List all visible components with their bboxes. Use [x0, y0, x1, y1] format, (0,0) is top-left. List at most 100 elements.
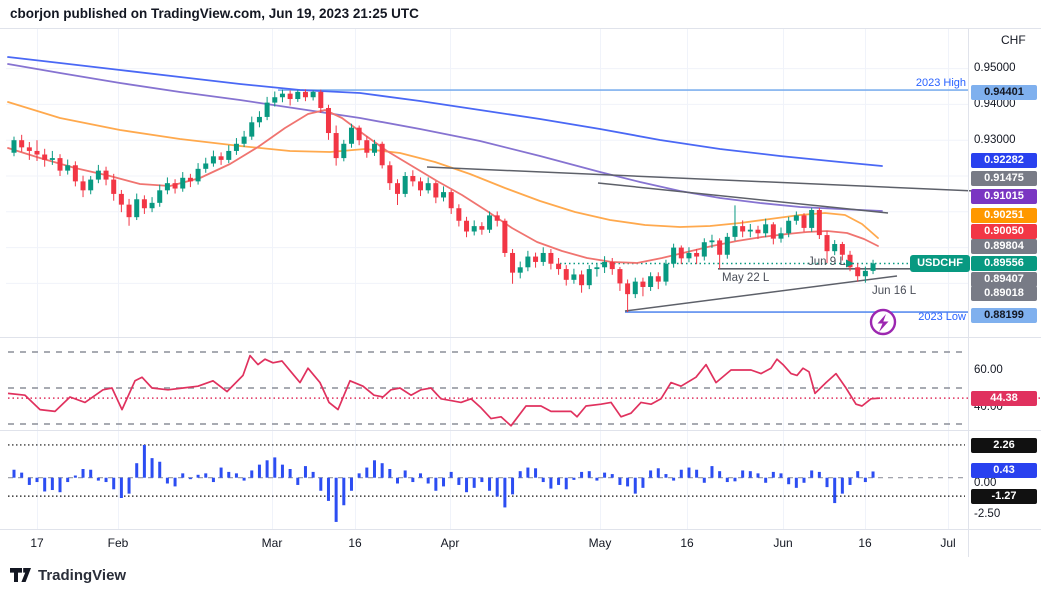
candle-body[interactable]: [42, 154, 48, 160]
macd-histogram-bar[interactable]: [587, 471, 591, 478]
candle-body[interactable]: [479, 226, 485, 230]
macd-histogram-bar[interactable]: [89, 469, 93, 478]
candle-body[interactable]: [709, 240, 715, 243]
candle-body[interactable]: [371, 143, 377, 153]
candle-body[interactable]: [425, 183, 431, 191]
candle-body[interactable]: [256, 116, 262, 123]
candle-body[interactable]: [594, 267, 600, 270]
candle-body[interactable]: [663, 263, 669, 282]
candle-body[interactable]: [264, 102, 270, 117]
macd-histogram-bar[interactable]: [465, 477, 469, 493]
macd-histogram-bar[interactable]: [863, 477, 867, 483]
macd-histogram-bar[interactable]: [96, 477, 100, 481]
macd-histogram-bar[interactable]: [687, 467, 691, 478]
candle-body[interactable]: [348, 127, 354, 144]
candle-body[interactable]: [19, 140, 25, 148]
candle-body[interactable]: [203, 163, 209, 169]
candle-body[interactable]: [740, 226, 746, 232]
macd-histogram-bar[interactable]: [641, 477, 645, 488]
candle-body[interactable]: [640, 281, 646, 287]
candle-body[interactable]: [49, 158, 55, 160]
macd-histogram-bar[interactable]: [12, 469, 16, 478]
macd-histogram-bar[interactable]: [150, 458, 154, 478]
candle-body[interactable]: [870, 263, 876, 271]
macd-histogram-bar[interactable]: [158, 461, 162, 478]
macd-histogram-bar[interactable]: [411, 477, 415, 483]
macd-histogram-bar[interactable]: [227, 471, 231, 478]
candle-body[interactable]: [732, 226, 738, 237]
macd-histogram-bar[interactable]: [595, 477, 599, 481]
macd-histogram-bar[interactable]: [173, 477, 177, 487]
candle-body[interactable]: [778, 233, 784, 239]
candle-body[interactable]: [517, 267, 523, 273]
macd-histogram-bar[interactable]: [649, 470, 653, 478]
macd-histogram-bar[interactable]: [242, 477, 246, 481]
candle-body[interactable]: [402, 176, 408, 194]
candle-body[interactable]: [824, 235, 830, 252]
candle-body[interactable]: [571, 274, 577, 280]
candle-body[interactable]: [487, 215, 493, 230]
candle-body[interactable]: [839, 244, 845, 255]
macd-histogram-bar[interactable]: [296, 477, 300, 485]
candle-body[interactable]: [540, 252, 546, 262]
candle-body[interactable]: [602, 261, 608, 268]
candle-body[interactable]: [755, 229, 761, 234]
candle-body[interactable]: [609, 261, 615, 270]
candle-body[interactable]: [57, 158, 63, 171]
candle-body[interactable]: [164, 183, 170, 191]
macd-histogram-bar[interactable]: [127, 477, 131, 494]
macd-histogram-bar[interactable]: [396, 477, 399, 484]
macd-histogram-bar[interactable]: [326, 477, 330, 501]
macd-histogram-bar[interactable]: [534, 468, 538, 478]
tradingview-logo[interactable]: TradingView: [10, 567, 126, 584]
candle-body[interactable]: [95, 170, 101, 180]
candle-body[interactable]: [287, 93, 293, 100]
candle-body[interactable]: [418, 181, 424, 191]
candle-body[interactable]: [502, 220, 508, 253]
candle-body[interactable]: [655, 276, 661, 282]
macd-histogram-bar[interactable]: [503, 477, 507, 508]
candle-body[interactable]: [187, 177, 193, 182]
macd-histogram-bar[interactable]: [564, 477, 568, 490]
macd-histogram-bar[interactable]: [695, 469, 699, 478]
candle-body[interactable]: [118, 193, 124, 205]
candle-body[interactable]: [141, 199, 147, 209]
macd-histogram-bar[interactable]: [549, 477, 553, 489]
macd-histogram-bar[interactable]: [672, 477, 676, 481]
macd-histogram-bar[interactable]: [511, 477, 515, 495]
candle-body[interactable]: [533, 256, 539, 262]
macd-histogram-bar[interactable]: [656, 468, 660, 478]
macd-histogram-bar[interactable]: [840, 477, 844, 494]
macd-histogram-bar[interactable]: [449, 471, 453, 478]
candle-body[interactable]: [786, 220, 792, 234]
macd-histogram-bar[interactable]: [748, 471, 752, 478]
candle-body[interactable]: [103, 170, 109, 180]
macd-histogram-bar[interactable]: [104, 477, 108, 483]
candle-body[interactable]: [441, 192, 447, 198]
macd-histogram-bar[interactable]: [794, 477, 798, 488]
candle-body[interactable]: [701, 242, 707, 257]
macd-histogram-bar[interactable]: [280, 464, 284, 478]
macd-histogram-bar[interactable]: [756, 473, 760, 478]
macd-histogram-bar[interactable]: [303, 466, 307, 478]
candle-body[interactable]: [310, 91, 316, 98]
macd-histogram-bar[interactable]: [779, 473, 783, 478]
candle-body[interactable]: [855, 267, 861, 277]
macd-histogram-bar[interactable]: [188, 477, 192, 480]
candle-body[interactable]: [471, 226, 477, 232]
candle-body[interactable]: [233, 143, 239, 151]
macd-histogram-bar[interactable]: [135, 463, 139, 478]
macd-histogram-bar[interactable]: [380, 463, 384, 478]
candle-body[interactable]: [832, 244, 838, 252]
macd-histogram-bar[interactable]: [234, 473, 238, 478]
candle-body[interactable]: [226, 150, 232, 160]
candle-body[interactable]: [126, 204, 132, 218]
macd-histogram-bar[interactable]: [50, 477, 54, 491]
candle-body[interactable]: [793, 215, 799, 221]
macd-histogram-bar[interactable]: [265, 460, 269, 478]
candle-body[interactable]: [747, 229, 753, 232]
candle-body[interactable]: [379, 143, 385, 166]
candle-body[interactable]: [149, 202, 155, 209]
macd-histogram-bar[interactable]: [626, 477, 630, 487]
macd-histogram-bar[interactable]: [334, 477, 338, 522]
